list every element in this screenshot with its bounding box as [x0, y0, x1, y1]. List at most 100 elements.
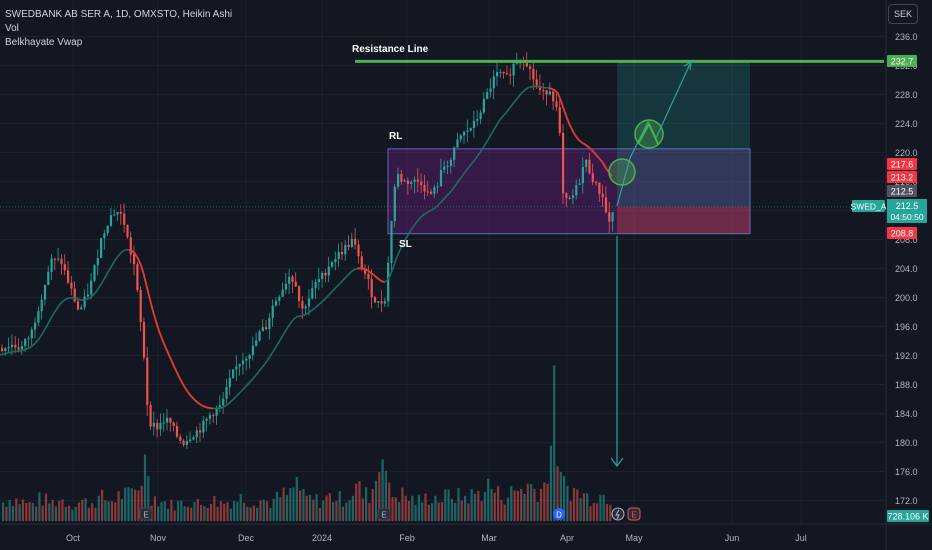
- volume-bar: [91, 503, 94, 521]
- candle-body: [565, 193, 568, 198]
- candle-body: [555, 101, 558, 108]
- y-tick-label: 184.0: [895, 409, 918, 419]
- x-tick-label: Feb: [399, 533, 415, 543]
- volume-bar: [312, 499, 315, 521]
- volume-bar: [101, 489, 104, 521]
- candle-body: [182, 440, 185, 445]
- volume-indicator-label[interactable]: Vol: [5, 23, 19, 34]
- x-tick-label: Jun: [725, 533, 740, 543]
- arrow-head-down: [610, 457, 624, 467]
- currency-selector[interactable]: SEK: [888, 4, 918, 24]
- candle-body: [532, 68, 535, 80]
- symbol-tag-bg[interactable]: [852, 200, 885, 212]
- candle-body: [245, 358, 248, 361]
- volume-bar: [302, 489, 305, 521]
- volume-bar: [500, 500, 503, 521]
- candle-body: [535, 79, 538, 86]
- volume-bar: [596, 503, 599, 521]
- volume-bar: [325, 495, 328, 521]
- volume-bar: [51, 499, 54, 521]
- volume-bar: [589, 506, 592, 521]
- volume-bar: [523, 493, 526, 521]
- volume-bar: [226, 502, 229, 521]
- candle-body: [558, 107, 561, 133]
- candle-body: [321, 272, 324, 279]
- volume-bar: [35, 506, 38, 521]
- flash-marker-icon[interactable]: [611, 507, 625, 521]
- volume-bar: [467, 503, 470, 521]
- volume-bar: [213, 495, 216, 521]
- candle-body: [611, 212, 614, 222]
- volume-bar: [341, 506, 345, 521]
- volume-bar: [335, 501, 338, 521]
- symbol-tag: SWED_A: [851, 202, 887, 212]
- volume-bar: [256, 507, 259, 521]
- candle-body: [406, 180, 410, 185]
- volume-bar: [490, 488, 493, 521]
- volume-bar: [414, 504, 417, 521]
- candle-body: [350, 238, 353, 247]
- volume-bar: [566, 486, 569, 521]
- volume-bar: [563, 476, 566, 521]
- volume-bar: [592, 502, 595, 521]
- candle-body: [499, 71, 502, 73]
- candle-body: [403, 180, 406, 182]
- candle-body: [50, 258, 53, 272]
- vwap-line: [0, 85, 613, 410]
- candle-body: [129, 237, 132, 255]
- volume-bar: [193, 501, 196, 521]
- volume-bar: [153, 496, 156, 521]
- candle-body: [212, 414, 215, 416]
- candle-body: [347, 244, 350, 247]
- candle-body: [433, 187, 436, 194]
- volume-bar: [176, 500, 180, 521]
- earnings-marker[interactable]: [139, 507, 153, 521]
- symbol-title[interactable]: SWEDBANK AB SER A, 1D, OMXSTO, Heikin As…: [5, 9, 233, 20]
- volume-bar: [143, 454, 147, 521]
- candle-body: [40, 299, 43, 312]
- candle-body: [571, 195, 575, 198]
- volume-bar: [332, 502, 335, 521]
- price-tag-red-2-bg: [887, 171, 917, 183]
- volume-bar: [308, 494, 312, 521]
- candle-body: [261, 327, 264, 332]
- candle-body: [175, 426, 179, 437]
- candle-body: [251, 345, 254, 356]
- candle-body: [235, 366, 238, 370]
- candle-body: [199, 430, 202, 433]
- candle-body: [149, 404, 152, 427]
- candle-body: [357, 244, 360, 257]
- candle-body: [27, 338, 30, 340]
- candle-body: [456, 139, 459, 148]
- volume-bar: [266, 501, 269, 521]
- candle-body: [166, 417, 169, 423]
- volume-bar: [549, 445, 552, 521]
- volume-bar: [315, 494, 318, 521]
- volume-bar: [5, 506, 8, 521]
- last-price-value: 212.5: [896, 201, 919, 211]
- candle-body: [1, 348, 4, 351]
- candle-body: [466, 130, 469, 132]
- candle-body: [136, 264, 139, 291]
- volume-bar: [434, 495, 437, 521]
- candle-body: [10, 344, 14, 348]
- earnings-marker[interactable]: [377, 507, 391, 521]
- volume-bar: [203, 506, 206, 521]
- volume-bar: [163, 501, 166, 521]
- candle-body: [152, 422, 155, 427]
- volume-bar: [170, 499, 173, 521]
- candle-body: [189, 439, 192, 442]
- y-tick-label: 200.0: [895, 293, 918, 303]
- volume-bar: [520, 488, 523, 521]
- candle-body: [479, 112, 482, 120]
- dividend-marker[interactable]: [553, 508, 565, 520]
- vwap-indicator-label[interactable]: Belkhayate Vwap: [5, 37, 83, 48]
- volume-bar: [223, 503, 226, 521]
- candle-body: [317, 278, 320, 283]
- earnings-marker[interactable]: [627, 507, 641, 521]
- candle-body: [133, 254, 136, 265]
- volume-bar: [140, 485, 143, 521]
- candle-body: [100, 238, 103, 259]
